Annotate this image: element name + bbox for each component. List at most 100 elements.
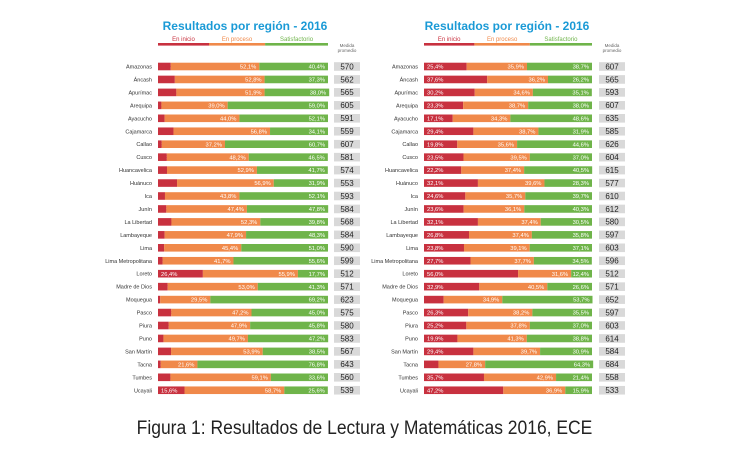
chart2-avg-value: 533	[605, 386, 619, 395]
chart1-data-label-satisfactorio: 52,1%	[309, 116, 325, 122]
chart2-bar-segment-satisfactorio	[540, 218, 592, 226]
chart2-legend-swatch-satisfactorio	[529, 43, 592, 46]
chart2-avg-value: 577	[605, 179, 619, 188]
chart1-data-label-satisfactorio: 55,6%	[309, 259, 325, 265]
chart1-avg-box	[334, 165, 360, 175]
chart1-avg-box	[334, 101, 360, 110]
chart1-region-label: Ucayali	[134, 388, 152, 394]
chart2-data-label-en-proceso: 36,1%	[505, 207, 521, 213]
chart1-data-label-en-proceso: 48,2%	[229, 155, 245, 161]
chart2-data-label-satisfactorio: 34,5%	[572, 259, 588, 265]
chart1-bar-segment-en-inicio	[158, 282, 168, 291]
chart1-avg-box	[334, 139, 360, 149]
chart1-data-label-satisfactorio: 41,7%	[308, 168, 324, 174]
chart1-bar-segment-en-proceso	[164, 114, 240, 123]
chart1-bar-segment-satisfactorio	[251, 308, 328, 317]
chart1-region-label: Ica	[145, 194, 153, 200]
chart1-data-label-satisfactorio: 60,7%	[309, 142, 325, 148]
chart2-bar-segment-satisfactorio	[556, 373, 592, 382]
chart2-bar-segment-en-inicio	[424, 75, 488, 84]
chart1-bar-segment-satisfactorio	[197, 360, 328, 369]
chart1-data-label-en-inicio: 10,8%	[160, 91, 176, 97]
chart1-data-label-satisfactorio: 59,0%	[309, 103, 325, 109]
chart1-data-label-en-proceso: 59,1%	[251, 375, 267, 381]
chart2-region-label: Tumbes	[398, 375, 418, 381]
chart1-data-label-en-proceso: 39,0%	[208, 103, 224, 109]
chart1-avg-box	[334, 373, 360, 382]
chart2-avg-box	[599, 62, 625, 71]
chart1-bar-segment-en-inicio	[158, 256, 163, 265]
chart1-avg-value: 560	[340, 373, 354, 382]
chart2-region-label: Ayacucho	[394, 116, 418, 122]
chart1-avg-value: 571	[340, 282, 354, 291]
chart2-region-label: Piura	[405, 324, 419, 330]
chart2-data-label-en-inicio: 17,1%	[427, 116, 443, 122]
chart2-region-label: Ica	[411, 194, 419, 200]
chart1-data-label-en-inicio: 9,9%	[160, 78, 173, 84]
chart1-bar-segment-en-proceso	[177, 179, 274, 187]
chart1-bar-segment-en-inicio	[158, 62, 171, 71]
chart2-bar-segment-satisfactorio	[565, 386, 592, 395]
chart2-bar-segment-satisfactorio	[547, 75, 592, 84]
chart2-data-label-en-proceso: 37,8%	[510, 324, 526, 330]
chart1-data-label-en-inicio: 6,3%	[160, 324, 173, 330]
chart2-data-label-en-inicio: 35,7%	[427, 375, 443, 381]
chart1-bar-segment-en-proceso	[170, 62, 260, 71]
chart1-bar-segment-satisfactorio	[264, 88, 330, 97]
chart1-legend-label-satisfactorio: Satisfactorio	[280, 37, 314, 43]
chart1-bar-segment-en-inicio	[158, 192, 165, 200]
chart1-avg-box	[334, 204, 360, 214]
chart2-avg-value: 635	[605, 114, 619, 123]
chart1-data-label-satisfactorio: 45,8%	[309, 324, 325, 330]
chart1-data-label-satisfactorio: 25,6%	[308, 388, 324, 394]
chart2-bar-segment-en-proceso	[487, 75, 548, 84]
chart1-avg-value: 590	[340, 244, 354, 253]
chart1-data-label-en-proceso: 47,2%	[232, 311, 248, 317]
chart2-region-label: Lima	[406, 246, 419, 252]
chart1-bar-segment-en-inicio	[158, 231, 165, 239]
chart1-data-label-en-inicio: 5,3%	[160, 168, 173, 174]
chart2-data-label-en-proceso: 31,6%	[552, 272, 568, 278]
chart1-bar-segment-en-proceso	[166, 153, 249, 161]
chart1-data-label-satisfactorio: 38,5%	[309, 350, 325, 356]
chart1-data-label-satisfactorio: 76,8%	[309, 362, 325, 368]
chart1-bar-segment-satisfactorio	[227, 101, 328, 110]
chart1-avg-box	[334, 62, 360, 71]
chart1-avg-value: 643	[340, 360, 354, 369]
chart1-data-label-satisfactorio: 52,1%	[309, 194, 325, 200]
chart1-data-label-en-proceso: 56,9%	[254, 181, 270, 187]
chart2-data-label-satisfactorio: 35,5%	[573, 311, 589, 317]
chart1-data-label-en-proceso: 52,9%	[238, 168, 254, 174]
chart2-data-label-en-inicio: 23,3%	[427, 103, 443, 109]
chart2-bar-segment-en-proceso	[470, 256, 534, 265]
chart1-avg-value: 512	[340, 270, 354, 279]
chart1-data-label-en-inicio: 15,6%	[161, 388, 177, 394]
chart2-avg-box	[599, 101, 625, 110]
chart1-bar-segment-satisfactorio	[250, 321, 328, 330]
chart2-avg-box	[599, 191, 625, 201]
chart1-data-label-satisfactorio: 17,7%	[309, 272, 325, 278]
chart1-bar-segment-satisfactorio	[273, 179, 328, 187]
chart2-bar-segment-en-inicio	[424, 360, 439, 369]
chart2-region-label: Lambayeque	[386, 233, 418, 239]
chart1-bar-segment-en-inicio	[158, 75, 175, 84]
chart1-data-label-en-inicio: 7,3%	[160, 375, 173, 381]
chart2-bar-segment-en-proceso	[452, 114, 511, 123]
chart1-avg-value: 575	[340, 308, 354, 317]
chart2-bar-segment-en-inicio	[424, 101, 464, 110]
chart2-avg-value: 610	[605, 192, 619, 201]
chart2-legend-label-en-inicio: En inicio	[438, 37, 461, 43]
chart1-data-label-satisfactorio: 69,2%	[309, 298, 325, 304]
chart1-bar-segment-satisfactorio	[259, 62, 328, 71]
chart1-data-label-en-proceso: 49,7%	[228, 337, 244, 343]
chart2-bar-segment-en-inicio	[424, 192, 466, 200]
chart2-bar-segment-en-inicio	[424, 269, 519, 278]
chart2-bar-segment-en-proceso	[477, 179, 545, 187]
chart1-data-label-en-proceso: 52,8%	[245, 78, 261, 84]
chart2-data-label-en-proceso: 39,1%	[510, 246, 526, 252]
chart2-bar-segment-en-inicio	[424, 334, 458, 343]
chart2-bar-segment-satisfactorio	[524, 205, 592, 213]
chart2-data-label-en-proceso: 37,4%	[521, 220, 537, 226]
chart2-data-label-en-proceso: 38,7%	[509, 103, 525, 109]
chart2-avg-box	[599, 88, 625, 97]
